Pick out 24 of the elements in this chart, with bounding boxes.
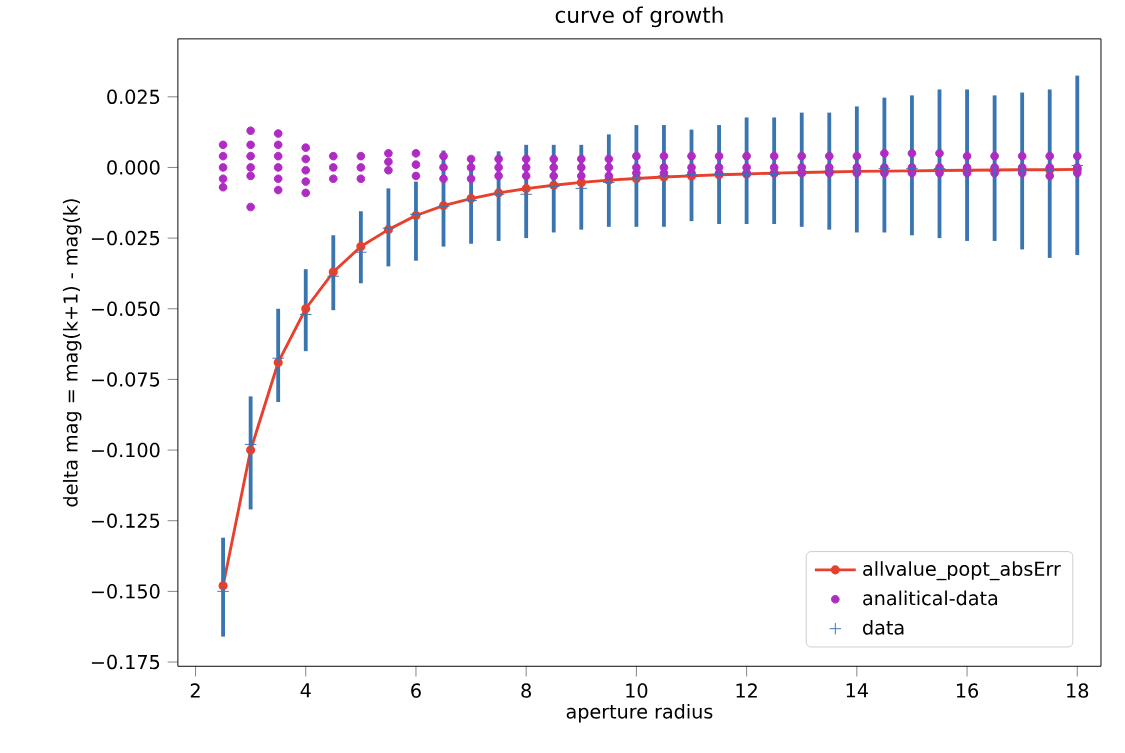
x-tick-label: 10: [626, 683, 648, 698]
legend-label: allvalue_popt_absErr: [863, 561, 1061, 581]
y-tick-label: 0.000: [107, 160, 160, 175]
x-axis-title: aperture radius: [566, 704, 713, 723]
y-tick-label: −0.050: [91, 301, 160, 317]
x-tick-label: 18: [1067, 683, 1089, 698]
legend-label: data: [863, 620, 904, 635]
y-tick-label: −0.100: [91, 442, 160, 458]
x-tick-label: 2: [190, 683, 200, 698]
x-tick-label: 14: [846, 683, 868, 698]
x-tick-label: 4: [300, 683, 311, 698]
y-tick-label: −0.075: [91, 372, 160, 387]
x-tick-label: 12: [736, 683, 757, 698]
y-tick-label: −0.025: [91, 230, 160, 246]
chart-title: curve of growth: [555, 6, 723, 28]
legend-label: analitical-data: [863, 590, 998, 606]
y-tick-label: −0.150: [91, 584, 160, 599]
x-tick-label: 8: [521, 683, 531, 698]
y-tick-label: −0.175: [91, 654, 160, 670]
x-tick-label: 16: [956, 683, 979, 698]
y-tick-label: 0.025: [107, 89, 160, 105]
y-tick-label: −0.125: [91, 513, 160, 529]
y-axis-title: delta mag = mag(k+1) - mag(k): [62, 199, 82, 507]
x-tick-label: 6: [411, 683, 421, 698]
